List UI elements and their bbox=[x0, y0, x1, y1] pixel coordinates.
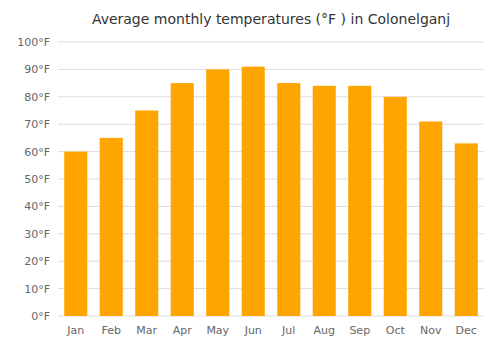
bar bbox=[206, 69, 229, 316]
x-tick-label: Jul bbox=[281, 324, 295, 337]
bar bbox=[242, 67, 265, 316]
y-tick-label: 90°F bbox=[24, 63, 50, 76]
y-tick-label: 40°F bbox=[24, 200, 50, 213]
bar bbox=[313, 86, 336, 316]
y-tick-label: 100°F bbox=[17, 36, 50, 49]
bar bbox=[384, 97, 407, 316]
x-tick-label: Jan bbox=[66, 324, 84, 337]
bar bbox=[419, 121, 442, 316]
y-tick-label: 10°F bbox=[24, 283, 50, 296]
x-tick-label: Dec bbox=[456, 324, 477, 337]
x-tick-label: Jun bbox=[244, 324, 262, 337]
grid-line bbox=[58, 69, 484, 70]
x-tick-label: Apr bbox=[173, 324, 193, 337]
chart: Average monthly temperatures (°F ) in Co… bbox=[0, 0, 500, 350]
bars bbox=[64, 67, 478, 316]
grid-line bbox=[58, 96, 484, 97]
bar bbox=[64, 152, 87, 316]
y-axis: 0°F 10°F 20°F 30°F 40°F 50°F 60°F 70°F 80°F 90°F 1… bbox=[17, 36, 484, 323]
y-tick-label: 80°F bbox=[24, 91, 50, 104]
bar bbox=[100, 138, 123, 316]
x-tick-label: Feb bbox=[102, 324, 121, 337]
title: Average monthly temperatures (°F ) in Co… bbox=[92, 11, 450, 27]
x-tick-label: Mar bbox=[136, 324, 157, 337]
x-tick-label: Oct bbox=[386, 324, 406, 337]
bar bbox=[277, 83, 300, 316]
y-tick-label: 70°F bbox=[24, 118, 50, 131]
y-tick-label: 0°F bbox=[31, 310, 50, 323]
x-tick-label: Nov bbox=[420, 324, 442, 337]
y-tick-label: 30°F bbox=[24, 228, 50, 241]
bar bbox=[171, 83, 194, 316]
chart-container: Average monthly temperatures (°F ) in Co… bbox=[0, 0, 500, 350]
x-tick-label: May bbox=[206, 324, 229, 337]
y-tick-label: 60°F bbox=[24, 146, 50, 159]
x-axis: Jan Feb Mar Apr May Jun Jul Aug Sep Oct Nov Dec bbox=[66, 324, 477, 337]
grid-line bbox=[58, 42, 484, 43]
bar bbox=[455, 143, 478, 316]
bar bbox=[135, 111, 158, 317]
y-tick-label: 50°F bbox=[24, 173, 50, 186]
x-tick-label: Sep bbox=[349, 324, 370, 337]
x-tick-label: Aug bbox=[314, 324, 335, 337]
bar bbox=[348, 86, 371, 316]
y-tick-label: 20°F bbox=[24, 255, 50, 268]
